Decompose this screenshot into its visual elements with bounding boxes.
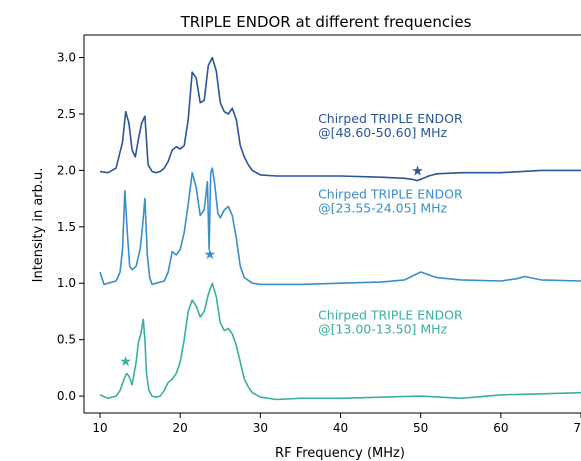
axes: 10 20 30 40 50 60 70 0.0 0.5 1.0 1.5 2.0 2.5 3.0 — [57, 34, 581, 435]
series-annotation-2: Chirped TRIPLE ENDOR @[23.55-24.05] MHz — [318, 187, 463, 216]
y-tick-label: 0.0 — [57, 389, 76, 403]
annotation-line: Chirped TRIPLE ENDOR — [318, 187, 463, 202]
x-tick-label: 60 — [493, 421, 508, 435]
annotation-line: @[23.55-24.05] MHz — [318, 201, 447, 216]
y-axis-label: Intensity in arb.u. — [31, 168, 46, 283]
chart-title: TRIPLE ENDOR at different frequencies — [180, 13, 472, 31]
x-tick-label: 40 — [333, 421, 348, 435]
annotation-line: @[48.60-50.60] MHz — [318, 125, 447, 140]
annotation-line: Chirped TRIPLE ENDOR — [318, 307, 463, 322]
y-tick-label: 0.5 — [57, 333, 76, 347]
star-marker-3: ★ — [119, 354, 132, 370]
series-line-3 — [99, 282, 581, 401]
series-line-2 — [99, 167, 581, 286]
star-marker-2: ★ — [204, 247, 217, 263]
x-tick-label: 30 — [253, 421, 268, 435]
y-tick-label: 1.5 — [57, 220, 76, 234]
y-tick-label: 3.0 — [57, 51, 76, 65]
y-tick-label: 1.0 — [57, 276, 76, 290]
series-annotation-1: Chirped TRIPLE ENDOR @[48.60-50.60] MHz — [318, 111, 463, 140]
y-tick-label: 2.0 — [57, 163, 76, 177]
y-tick-label: 2.5 — [57, 107, 76, 121]
x-tick-label: 10 — [92, 421, 107, 435]
x-tick-label: 70 — [573, 421, 581, 435]
plot-area: ★★★Chirped TRIPLE ENDOR @[48.60-50.60] MH… — [99, 56, 581, 401]
x-axis-label: RF Frequency (MHz) — [275, 446, 405, 461]
series-annotation-3: Chirped TRIPLE ENDOR @[13.00-13.50] MHz — [318, 307, 463, 336]
x-tick-label: 50 — [413, 421, 428, 435]
series-line-1 — [99, 56, 581, 182]
star-marker-1: ★ — [411, 163, 424, 179]
annotation-line: Chirped TRIPLE ENDOR — [318, 111, 463, 126]
annotation-line: @[13.00-13.50] MHz — [318, 321, 447, 336]
x-tick-label: 20 — [173, 421, 188, 435]
